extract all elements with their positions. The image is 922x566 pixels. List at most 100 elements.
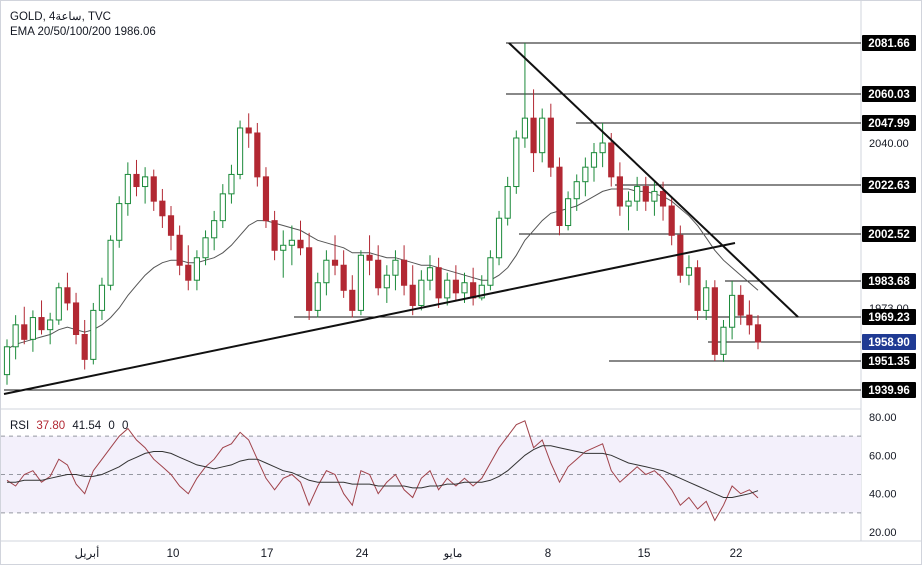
candle-up [582, 166, 589, 183]
candle-down [176, 234, 183, 266]
level-badge [862, 177, 916, 193]
candle-down [72, 302, 80, 335]
candle-up [521, 117, 529, 139]
level-label: 2022.63 [868, 180, 910, 192]
candle-up [573, 181, 580, 200]
rsi-tick-label: 60.00 [869, 450, 897, 462]
candle-up [228, 173, 235, 195]
level-badge [862, 115, 916, 131]
level-badge [862, 382, 916, 398]
level-label: 1983.68 [868, 276, 910, 288]
candle-up [729, 294, 736, 328]
candle-up [625, 200, 632, 207]
descending-trendline [508, 42, 799, 318]
rsi-line [6, 420, 759, 522]
candle-up [193, 257, 200, 281]
candle-up [29, 317, 36, 340]
candle-up [504, 186, 511, 219]
candle-up [90, 309, 97, 360]
candle-up [461, 282, 468, 294]
candle-down [306, 247, 313, 311]
level-label: 2047.99 [868, 118, 910, 130]
candle-down [64, 287, 71, 304]
candle-down [331, 259, 339, 266]
candle-down [133, 173, 140, 188]
candle-down [271, 220, 278, 251]
candle-up [236, 127, 244, 175]
candle-down [754, 324, 762, 343]
time-axis-label: 15 [638, 548, 651, 560]
candle-down [185, 264, 192, 281]
level-label: 2002.52 [868, 229, 910, 241]
candle-down [616, 176, 623, 207]
candle-down [167, 215, 175, 236]
candle-down [470, 282, 477, 299]
candle-down [608, 142, 615, 178]
candle-up [426, 267, 434, 281]
rsi-legend: RSI 37.80 41.54 0 0 [10, 420, 128, 432]
rsi-extra-value-2: 0 [121, 420, 129, 432]
candle-down [349, 289, 356, 311]
rsi-tick-label: 40.00 [869, 489, 897, 501]
candle-up [513, 137, 520, 188]
time-axis-label: 8 [545, 548, 551, 560]
candle-up [142, 176, 149, 188]
candle-down [254, 132, 261, 178]
candle-down [150, 176, 157, 202]
candle-down [530, 117, 537, 154]
candle-up [314, 282, 321, 311]
candle-up [280, 244, 287, 251]
candle-up [211, 220, 218, 239]
candle-down [737, 294, 744, 316]
candle-up [3, 346, 11, 376]
candle-up [202, 237, 209, 259]
candle-up [124, 173, 131, 205]
time-axis-label: أبريل [75, 545, 100, 560]
level-badge [862, 273, 916, 289]
price-tick-label: 2040.00 [869, 138, 909, 150]
candle-up [539, 117, 546, 154]
candle-up [565, 198, 572, 227]
candle-up [651, 190, 658, 202]
candle-up [288, 239, 295, 246]
candle-up [634, 186, 641, 202]
candle-down [746, 314, 753, 326]
candle-up [495, 217, 503, 259]
level-label: 1939.96 [868, 385, 910, 397]
candle-up [418, 279, 425, 306]
candle-down [409, 284, 416, 306]
ascending-trendline [3, 242, 736, 395]
rsi-tick-label: 20.00 [869, 527, 897, 539]
candle-down [297, 239, 304, 249]
time-axis-label: 10 [167, 548, 180, 560]
rsi-extra-value-1: 0 [108, 420, 115, 432]
candle-down [340, 264, 347, 291]
level-badge [862, 353, 916, 369]
candle-down [366, 254, 373, 261]
rsi-band [1, 436, 861, 513]
candle-down [642, 186, 649, 202]
candle-up [323, 259, 330, 284]
candle-up [55, 287, 62, 321]
time-axis-label: مايو [443, 547, 463, 560]
time-axis-label: 22 [730, 548, 743, 560]
candle-down [159, 200, 166, 217]
candle-down [21, 324, 28, 340]
rsi-value: 37.80 [36, 420, 66, 432]
candle-up [107, 239, 114, 286]
time-axis-label: 24 [356, 548, 369, 560]
candle-down [668, 205, 675, 236]
rsi-ma-line [7, 445, 759, 498]
candle-up [392, 259, 399, 276]
level-label: 2081.66 [868, 38, 910, 50]
candle-down [38, 317, 45, 331]
candle-up [599, 142, 606, 154]
candle-up [590, 152, 598, 168]
candle-up [98, 284, 106, 311]
candle-up [116, 203, 123, 241]
candle-down [452, 279, 459, 294]
candle-up [12, 324, 19, 348]
candle-down [659, 190, 667, 207]
candle-up [478, 284, 485, 299]
